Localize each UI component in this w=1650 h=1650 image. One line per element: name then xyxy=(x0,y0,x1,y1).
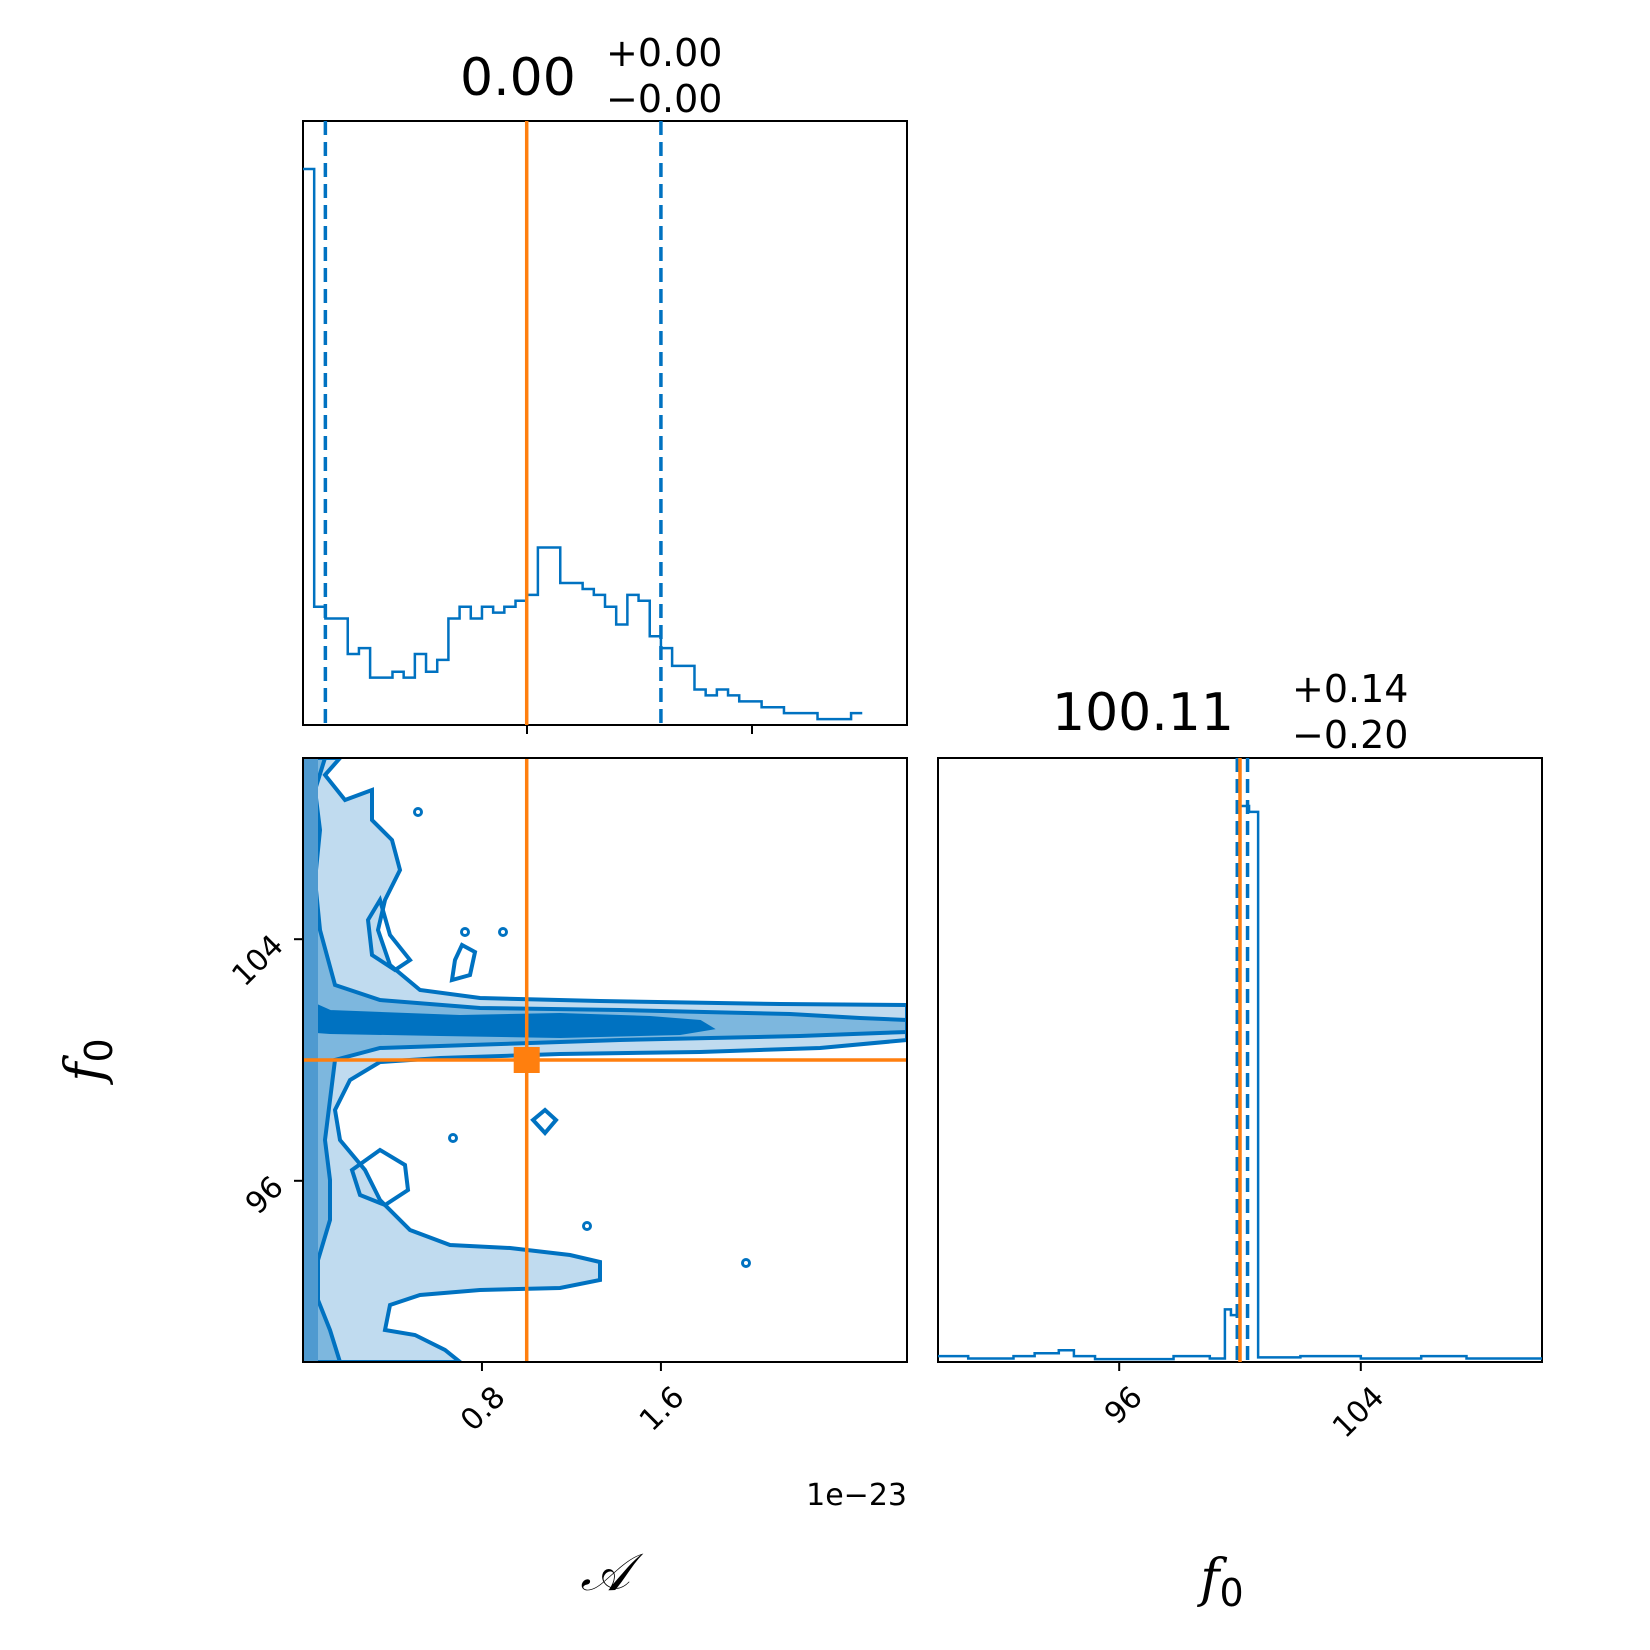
A-xtick-label-2: 1.6 xyxy=(633,1380,691,1438)
panel-hist-A-frame xyxy=(302,120,908,726)
contour-layers xyxy=(303,758,907,1362)
contour-dot-1 xyxy=(413,807,423,817)
offset-text-A: 1e−23 xyxy=(806,1478,907,1513)
f0-ytick-label-1: 96 xyxy=(239,1170,291,1222)
contour-dot-3 xyxy=(498,927,508,937)
contour-dot-2 xyxy=(460,927,470,937)
title-f0: 100.11 xyxy=(1052,683,1234,743)
contour-island-3 xyxy=(530,1107,559,1137)
contour-dot-5 xyxy=(582,1221,592,1231)
contour-inner-fill xyxy=(303,997,716,1039)
A-xtick-label-1: 0.8 xyxy=(454,1380,512,1438)
title-A-main: 0.00 xyxy=(460,48,576,108)
panel-2d-frame xyxy=(302,757,908,1363)
xlabel-A: 𝒜 xyxy=(580,1543,644,1603)
xlabel-f0: f0 xyxy=(1196,1549,1243,1615)
title-f0-plus: +0.14 xyxy=(1292,667,1408,711)
xlabel-f0-sub: 0 xyxy=(1220,1571,1244,1615)
panel-2d-A-f0: 0.8 1.6 96 104 1e−23 𝒜 f0 xyxy=(55,757,908,1603)
histogram-A-step xyxy=(303,167,863,721)
title-A-minus: −0.00 xyxy=(606,77,722,121)
title-A-plus: +0.00 xyxy=(606,31,722,75)
ylabel-f0: f0 xyxy=(55,1038,121,1085)
histogram-f0-step xyxy=(938,804,1542,1361)
contour-outer-fill xyxy=(303,758,907,1362)
title-f0-minus: −0.20 xyxy=(1292,713,1408,757)
f0-xtick-label-2: 104 xyxy=(1326,1380,1391,1445)
truth-marker xyxy=(513,1047,540,1073)
contour-island-1 xyxy=(365,895,413,973)
f0-xtick-label-1: 96 xyxy=(1098,1380,1150,1432)
ylabel-f0-sub: 0 xyxy=(77,1038,121,1062)
panel-hist-f0: 96 104 100.11 +0.14 −0.20 f0 xyxy=(937,667,1543,1615)
f0-ytick-label-2: 104 xyxy=(225,928,290,993)
ticks-f0: 96 104 xyxy=(1098,1362,1391,1445)
panel-hist-A: 0.00 +0.00 −0.00 xyxy=(302,31,908,734)
contour-island-2 xyxy=(449,942,478,983)
contour-island-4 xyxy=(349,1147,411,1208)
title-A: 0.00 xyxy=(460,48,576,108)
contour-dot-6 xyxy=(741,1258,751,1268)
contour-dot-4 xyxy=(448,1133,458,1143)
